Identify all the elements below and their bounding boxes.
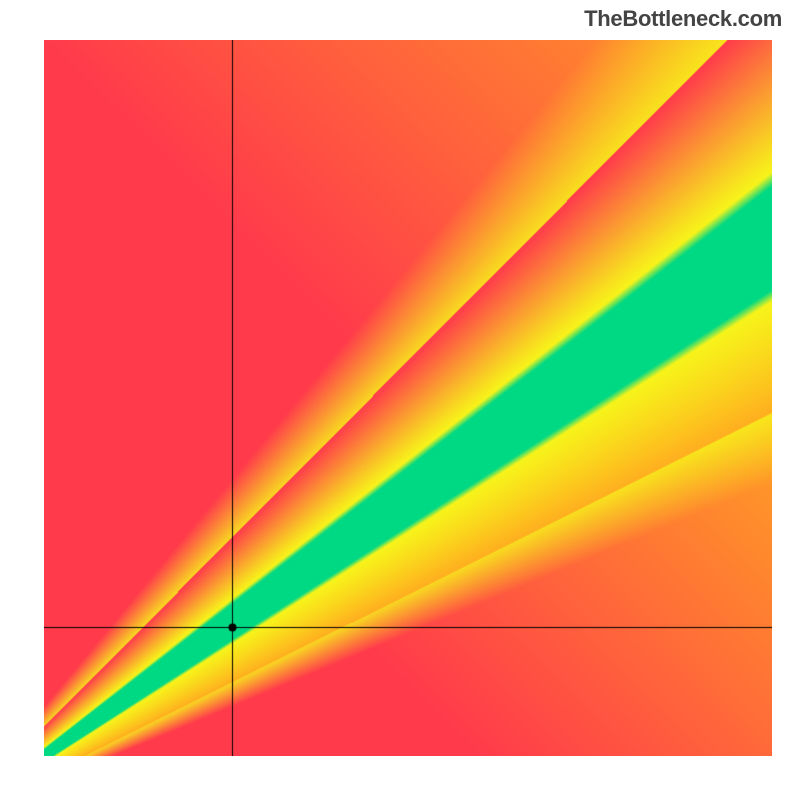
plot-area [44, 40, 772, 756]
bottleneck-heatmap [44, 40, 772, 756]
chart-container: TheBottleneck.com [0, 0, 800, 800]
watermark-text: TheBottleneck.com [584, 6, 782, 32]
